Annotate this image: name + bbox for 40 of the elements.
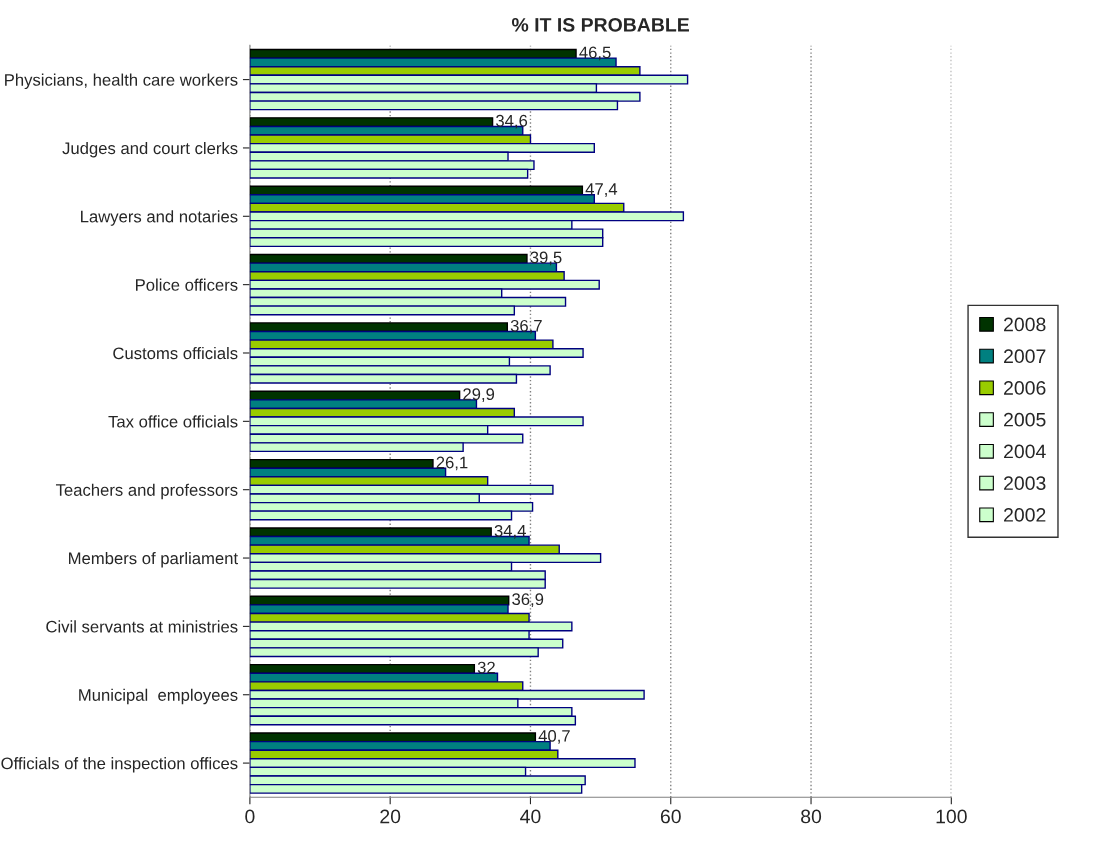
x-tick-label: 20 <box>380 809 401 824</box>
bar <box>249 732 537 743</box>
legend-label: 2008 <box>1004 317 1046 332</box>
legend-label: 2004 <box>1004 444 1046 459</box>
y-tick-label: Police officers <box>136 278 238 291</box>
legend-label: 2002 <box>1004 508 1046 522</box>
legend-label: 2005 <box>1004 412 1046 427</box>
x-tick-label: 100 <box>936 809 967 824</box>
y-tick-label: Members of parliament <box>69 552 238 568</box>
chart-title: % IT IS PROBABLE <box>511 17 689 32</box>
bar <box>249 322 509 333</box>
bar <box>249 458 434 469</box>
data-label: 47,4 <box>585 183 618 197</box>
x-tick-label: 80 <box>801 809 822 824</box>
x-tick-label: 0 <box>245 809 255 824</box>
data-label: 26,1 <box>436 456 468 471</box>
x-tick-label: 40 <box>520 809 541 824</box>
legend-label: 2003 <box>1004 476 1046 491</box>
y-tick-label: Physicians, health care workers <box>5 73 238 90</box>
data-label: 34,6 <box>496 114 528 129</box>
y-tick-label: Teachers and professors <box>55 483 238 500</box>
data-label: 40,7 <box>538 729 570 744</box>
data-label: 29,9 <box>463 388 495 403</box>
y-tick-label: Municipal employees <box>79 688 238 705</box>
bar <box>249 663 476 674</box>
y-tick-label: Officials of the inspection offices <box>1 757 238 773</box>
y-tick-label: Tax office officials <box>108 415 238 428</box>
bar <box>249 527 492 538</box>
data-label: 36,9 <box>512 593 544 608</box>
data-label: 36,7 <box>510 319 542 334</box>
data-label: 32 <box>477 661 495 674</box>
y-tick-label: Customs officials <box>113 346 238 360</box>
data-label: 34,4 <box>494 524 526 539</box>
legend-label: 2006 <box>1004 381 1046 395</box>
y-tick-label: Civil servants at ministries <box>46 620 238 633</box>
y-tick-label: Judges and court clerks <box>62 141 238 158</box>
bar <box>249 117 494 128</box>
x-tick-label: 60 <box>660 809 681 824</box>
legend-label: 2007 <box>1004 349 1046 364</box>
y-tick-label: Lawyers and notaries <box>81 210 238 226</box>
